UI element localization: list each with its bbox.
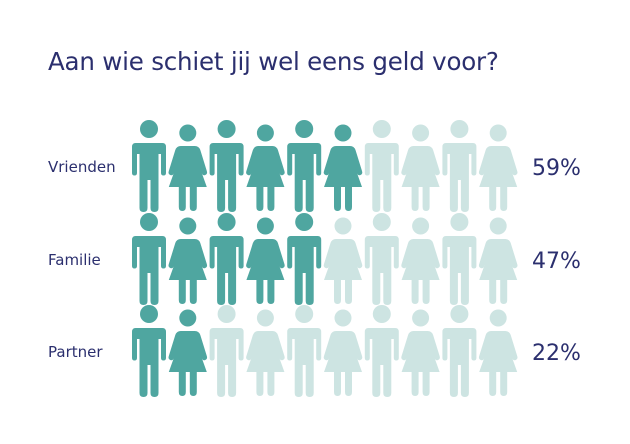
man-icon (442, 213, 477, 305)
man-icon (132, 213, 166, 305)
woman-icon (323, 309, 363, 396)
man-icon (209, 120, 244, 212)
man-icon (132, 120, 166, 212)
man-icon (132, 305, 166, 397)
woman-icon (168, 124, 208, 211)
man-icon (287, 305, 322, 397)
chart-row-familie: Familie 47% (48, 213, 581, 305)
woman-icon (168, 217, 208, 304)
woman-icon (246, 124, 285, 211)
woman-icon (478, 309, 518, 396)
woman-icon (323, 217, 363, 304)
woman-icon (168, 309, 208, 396)
category-label: Partner (48, 343, 103, 361)
man-icon (287, 120, 322, 212)
woman-icon (478, 124, 518, 211)
value-label: 47% (532, 249, 581, 274)
chart-row-vrienden: Vrienden 59% (48, 120, 581, 212)
man-icon (209, 305, 244, 397)
woman-icon (246, 309, 285, 396)
man-icon (364, 305, 399, 397)
man-icon (442, 120, 477, 212)
value-label: 22% (532, 341, 581, 366)
chart-row-partner: Partner 22% (48, 305, 581, 397)
category-label: Familie (48, 251, 101, 269)
value-label: 59% (532, 156, 581, 181)
woman-icon (401, 309, 440, 396)
man-icon (287, 213, 322, 305)
man-icon (364, 120, 399, 212)
man-icon (442, 305, 477, 397)
woman-icon (246, 217, 285, 304)
man-icon (364, 213, 399, 305)
woman-icon (401, 124, 440, 211)
category-label: Vrienden (48, 158, 116, 176)
woman-icon (323, 124, 363, 211)
woman-icon (478, 217, 518, 304)
man-icon (209, 213, 244, 305)
chart-title: Aan wie schiet jij wel eens geld voor? (48, 47, 499, 76)
woman-icon (401, 217, 440, 304)
